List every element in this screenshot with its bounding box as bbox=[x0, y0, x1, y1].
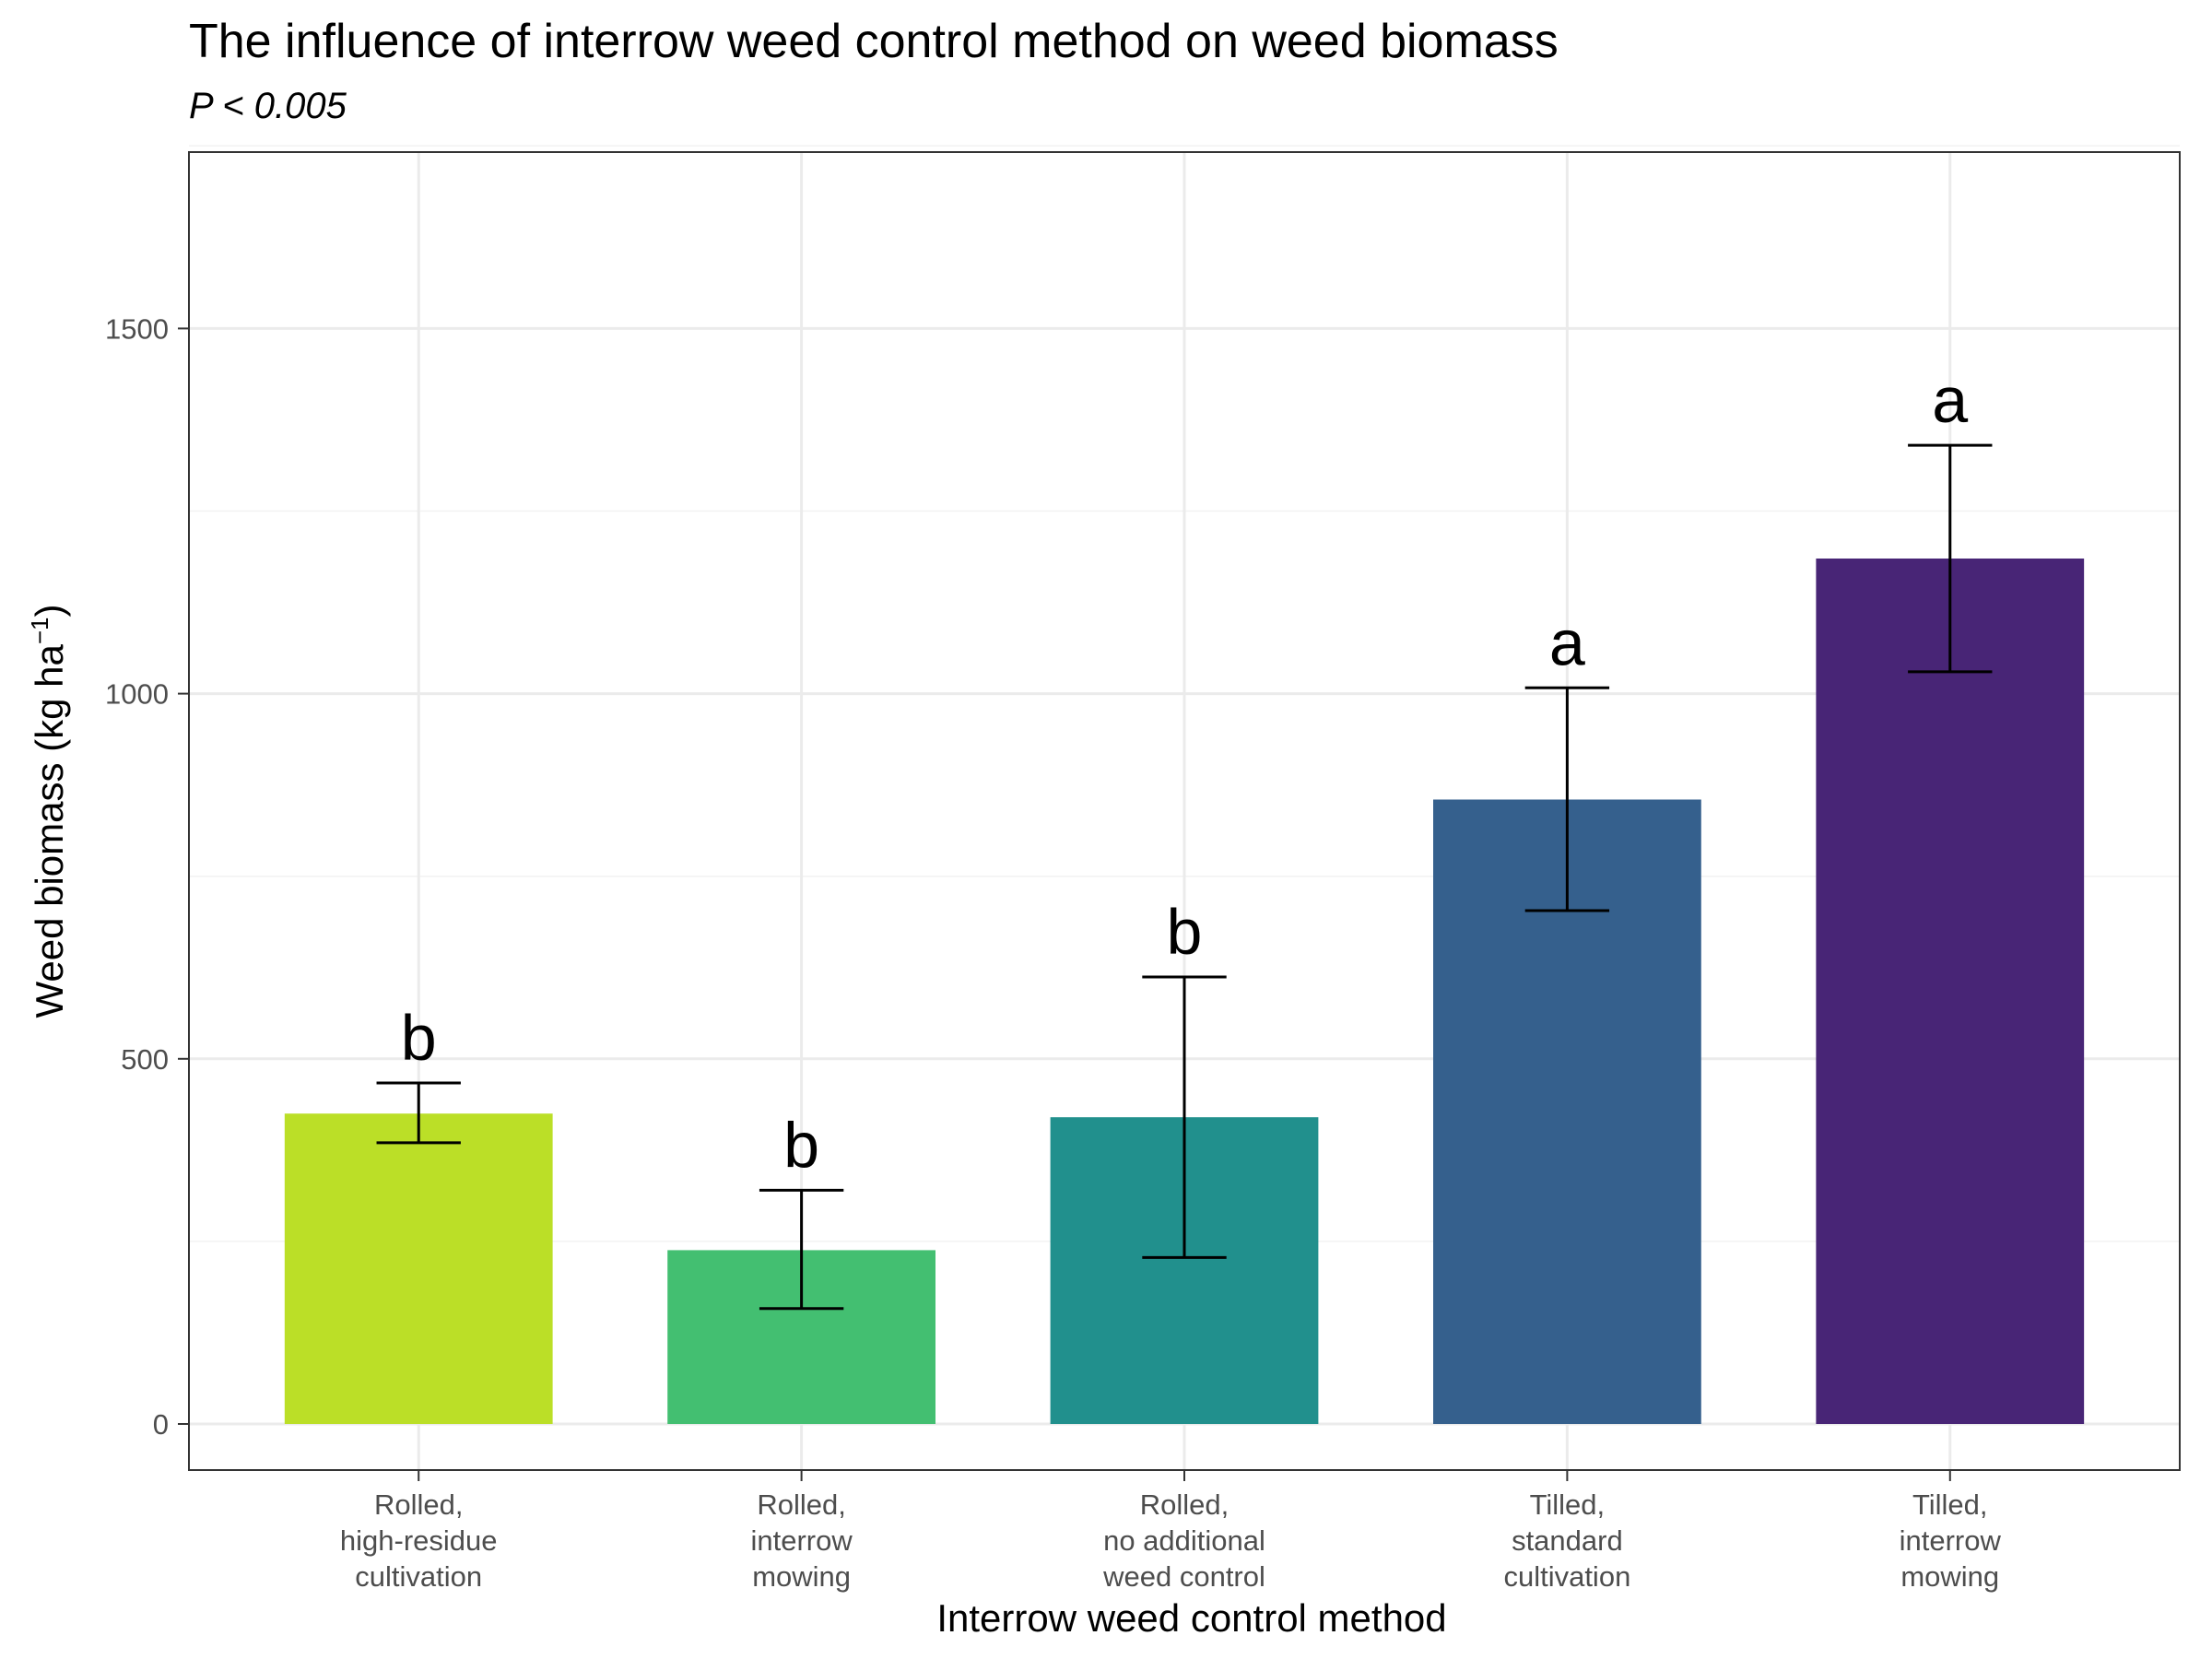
significance-letter: a bbox=[1549, 606, 1585, 678]
x-tick-label-line: cultivation bbox=[355, 1560, 482, 1593]
x-tick-label-line: Rolled, bbox=[374, 1488, 464, 1521]
x-tick-label-line: Rolled, bbox=[757, 1488, 846, 1521]
x-tick-label: Tilled, standard cultivation bbox=[1503, 1488, 1630, 1593]
y-axis-title-end: ) bbox=[28, 604, 71, 617]
x-tick-label-line: mowing bbox=[752, 1560, 851, 1593]
y-axis: 0 500 1000 1500 bbox=[105, 312, 189, 1441]
x-tick-label-line: weed control bbox=[1102, 1560, 1265, 1593]
significance-letters: b b b a a bbox=[401, 364, 1969, 1181]
y-tick-label: 1000 bbox=[105, 678, 169, 711]
x-tick-label: Rolled, interrow mowing bbox=[750, 1488, 853, 1593]
x-tick-label-line: standard bbox=[1512, 1524, 1623, 1557]
x-tick-label-line: interrow bbox=[750, 1524, 853, 1557]
y-tick-label: 0 bbox=[153, 1408, 169, 1441]
x-tick-label-line: cultivation bbox=[1503, 1560, 1630, 1593]
bar bbox=[284, 1113, 553, 1424]
x-tick-label: Rolled, high-residue cultivation bbox=[340, 1488, 498, 1593]
x-tick-label: Tilled, interrow mowing bbox=[1900, 1488, 2002, 1593]
x-tick-label: Rolled, no additional weed control bbox=[1102, 1488, 1265, 1593]
significance-letter: a bbox=[1932, 364, 1968, 436]
significance-letter: b bbox=[1167, 896, 1203, 968]
chart-subtitle: P < 0.005 bbox=[189, 86, 347, 126]
significance-letter: b bbox=[401, 1002, 437, 1074]
x-axis-title: Interrow weed control method bbox=[936, 1596, 1446, 1640]
x-tick-label-line: mowing bbox=[1900, 1560, 1999, 1593]
x-tick-label-line: no additional bbox=[1103, 1524, 1265, 1557]
y-tick-label: 1500 bbox=[105, 312, 169, 345]
y-axis-title-main: Weed biomass (kg ha bbox=[28, 643, 71, 1018]
x-tick-label-line: interrow bbox=[1900, 1524, 2002, 1557]
chart-title: The influence of interrow weed control m… bbox=[189, 15, 1559, 68]
significance-letter: b bbox=[783, 1109, 819, 1181]
y-axis-title: Weed biomass (kg ha−1) bbox=[26, 604, 71, 1018]
x-tick-label-line: high-residue bbox=[340, 1524, 498, 1557]
error-bars bbox=[376, 443, 1993, 1311]
x-tick-label-line: Tilled, bbox=[1912, 1488, 1988, 1521]
bar bbox=[1816, 559, 2085, 1424]
y-tick-label: 500 bbox=[121, 1043, 169, 1076]
x-tick-label-line: Tilled, bbox=[1530, 1488, 1606, 1521]
y-axis-title-superscript: −1 bbox=[26, 617, 53, 644]
x-tick-label-line: Rolled, bbox=[1140, 1488, 1230, 1521]
